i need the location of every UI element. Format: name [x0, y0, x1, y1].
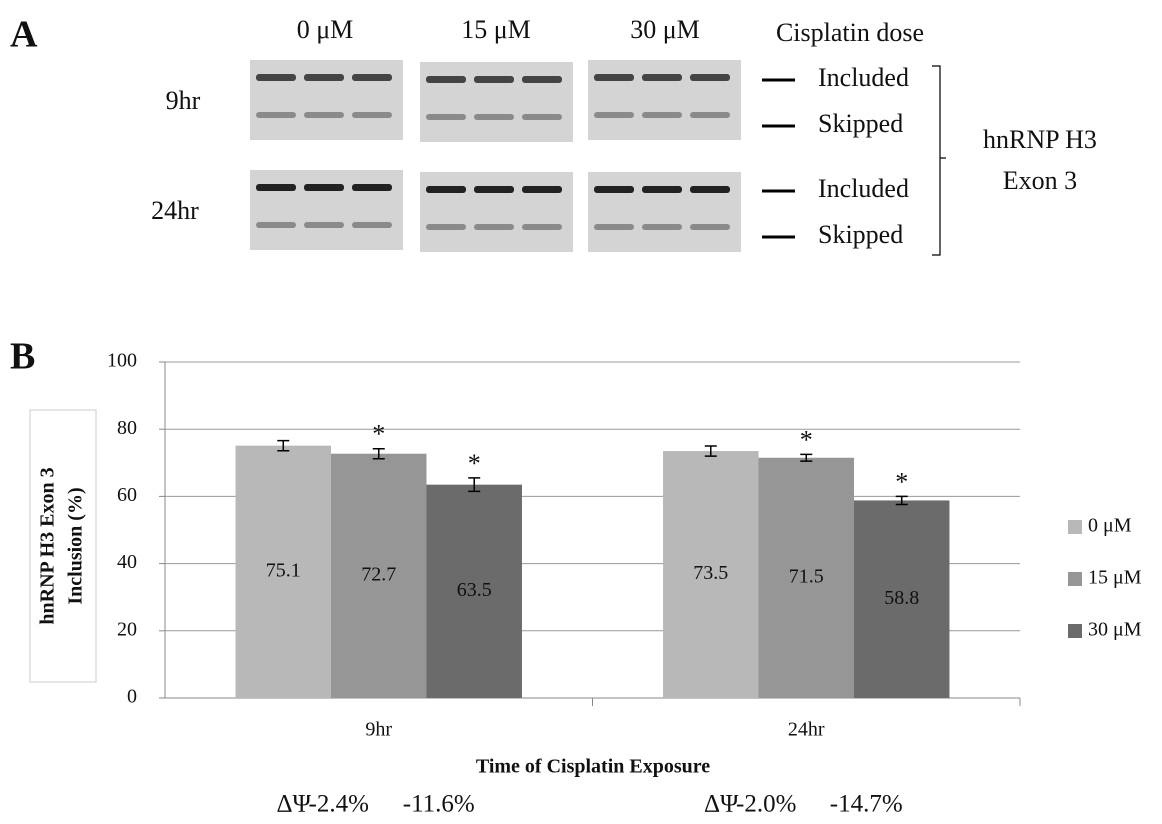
gel-band: [522, 186, 562, 193]
delta-psi-symbol: ΔΨ: [704, 791, 739, 818]
delta-psi-value: -2.0%: [736, 791, 796, 818]
band-label: Included: [818, 63, 909, 92]
gel-band: [256, 74, 296, 81]
bracket-label: Exon 3: [1003, 166, 1077, 195]
y-tick-label: 100: [107, 350, 137, 372]
x-tick-label: 9hr: [365, 719, 392, 741]
gel-band: [594, 224, 634, 230]
gel-band: [474, 224, 514, 230]
x-axis-title: Time of Cisplatin Exposure: [476, 756, 710, 778]
panel-label: B: [10, 336, 35, 378]
gel-band: [522, 114, 562, 120]
gel-band: [642, 224, 682, 230]
legend-swatch: [1068, 520, 1082, 534]
legend-label: 0 μM: [1088, 515, 1132, 537]
gel-band: [304, 184, 344, 191]
delta-psi-value: -11.6%: [403, 791, 475, 818]
gel-band: [352, 74, 392, 81]
y-tick-label: 0: [127, 686, 137, 708]
gel-band: [256, 184, 296, 191]
gel-band: [690, 112, 730, 118]
significance: *: [468, 449, 481, 478]
gel-band: [642, 112, 682, 118]
gel-panel: [420, 172, 573, 252]
gel-panel: [420, 62, 573, 142]
gel-band: [304, 222, 344, 228]
dose-header: Cisplatin dose: [776, 18, 924, 47]
panel-label: A: [10, 14, 38, 56]
band-label: Skipped: [818, 109, 903, 138]
gel-band: [522, 76, 562, 83]
gel-band: [304, 74, 344, 81]
gel-band: [690, 74, 730, 81]
gel-band: [474, 186, 514, 193]
gel-band: [522, 224, 562, 230]
x-tick-label: 24hr: [788, 719, 825, 741]
dose-label: 0 μM: [297, 15, 354, 44]
y-tick-label: 40: [117, 551, 137, 573]
gel-band: [352, 112, 392, 118]
dose-label: 30 μM: [630, 15, 700, 44]
gel-panel: [250, 170, 403, 250]
y-tick-label: 80: [117, 417, 137, 439]
gel-band: [474, 76, 514, 83]
significance: *: [800, 425, 813, 454]
gel-panel: [588, 172, 741, 252]
gel-panel: [588, 60, 741, 140]
legend-swatch: [1068, 624, 1082, 638]
gel-image: [250, 60, 741, 252]
legend-label: 15 μM: [1088, 567, 1142, 589]
y-tick-label: 60: [117, 484, 137, 506]
gel-panel: [250, 60, 403, 140]
gel-band: [352, 184, 392, 191]
gel-band: [426, 76, 466, 83]
bracket-label: hnRNP H3: [983, 125, 1097, 154]
bracket: [932, 66, 946, 255]
gel-band: [256, 222, 296, 228]
gel-band: [474, 114, 514, 120]
band-label: Included: [818, 174, 909, 203]
gel-band: [304, 112, 344, 118]
value-label: 58.8: [884, 587, 919, 609]
value-label: 73.5: [693, 562, 728, 584]
y-tick-label: 20: [117, 618, 137, 640]
delta-psi-value: -2.4%: [309, 791, 369, 818]
time-label: 9hr: [166, 86, 201, 115]
significance: *: [895, 467, 908, 496]
dose-label: 15 μM: [461, 15, 531, 44]
gel-band: [594, 74, 634, 81]
time-label: 24hr: [151, 196, 199, 225]
legend-label: 30 μM: [1088, 619, 1142, 641]
significance: *: [372, 420, 385, 449]
gel-band: [352, 222, 392, 228]
y-label: Inclusion (%): [65, 487, 87, 604]
band-markers: [762, 80, 795, 237]
gel-band: [642, 186, 682, 193]
gel-band: [642, 74, 682, 81]
gel-band: [690, 224, 730, 230]
delta-psi-value: -14.7%: [830, 791, 903, 818]
gel-band: [594, 186, 634, 193]
gel-band: [426, 224, 466, 230]
gel-band: [690, 186, 730, 193]
gel-band: [594, 112, 634, 118]
value-label: 71.5: [789, 565, 824, 587]
value-label: 72.7: [361, 563, 396, 585]
legend-swatch: [1068, 572, 1082, 586]
y-label: hnRNP H3 Exon 3: [37, 467, 59, 624]
gel-band: [256, 112, 296, 118]
figure: A 0 μM 15 μM 30 μM Cisplatin dose 9hr 24…: [0, 0, 1162, 824]
gel-band: [426, 114, 466, 120]
band-label: Skipped: [818, 220, 903, 249]
value-label: 75.1: [266, 559, 301, 581]
value-label: 63.5: [457, 579, 492, 601]
delta-psi-symbol: ΔΨ: [276, 791, 311, 818]
gel-band: [426, 186, 466, 193]
